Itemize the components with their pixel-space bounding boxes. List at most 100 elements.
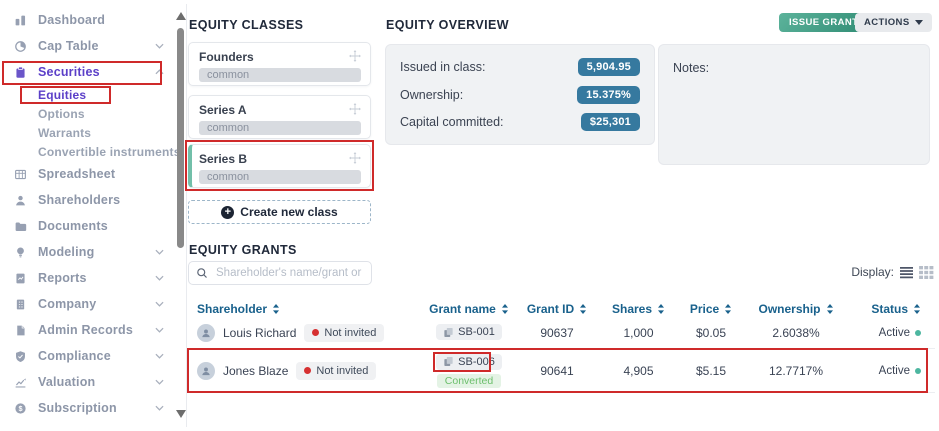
- sort-icon: [658, 303, 665, 314]
- stat-value-badge: 5,904.95: [577, 58, 640, 76]
- ownership: 2.6038%: [772, 325, 820, 340]
- overview-row-ownership: Ownership: 15.375%: [400, 85, 640, 104]
- search-input[interactable]: [214, 266, 364, 280]
- folder-icon: [13, 219, 27, 233]
- sidebar-item-label: Spreadsheet: [38, 167, 116, 181]
- class-name: Series B: [199, 152, 248, 166]
- building-icon: [13, 297, 27, 311]
- sidebar-item-securities[interactable]: Securities: [0, 59, 170, 85]
- sidebar-item-reports[interactable]: Reports: [0, 265, 170, 291]
- vertical-scrollbar[interactable]: [175, 0, 186, 431]
- equity-classes-heading: EQUITY CLASSES: [189, 18, 304, 32]
- scrollbar-thumb[interactable]: [176, 28, 184, 248]
- scroll-up-arrow-icon[interactable]: [176, 12, 186, 20]
- sidebar-item-options[interactable]: Options: [0, 104, 170, 123]
- sidebar-item-shareholders[interactable]: Shareholders: [0, 187, 170, 213]
- scroll-down-arrow-icon[interactable]: [176, 410, 186, 418]
- dashboard-icon: [13, 13, 27, 27]
- sort-icon: [273, 303, 280, 314]
- equity-grants-heading: EQUITY GRANTS: [189, 243, 297, 257]
- sidebar-item-admin-records[interactable]: Admin Records: [0, 317, 170, 343]
- sidebar-item-label: Compliance: [38, 349, 111, 363]
- plus-icon: +: [221, 205, 235, 219]
- column-header-shareholder[interactable]: Shareholder: [187, 302, 425, 316]
- drag-handle-icon[interactable]: [349, 152, 361, 164]
- list-view-icon[interactable]: [899, 266, 914, 279]
- shareholder-name: Louis Richard: [223, 325, 297, 340]
- grants-table-header: Shareholder Grant name Grant ID Shares P…: [187, 300, 935, 317]
- actions-label: ACTIONS: [864, 17, 910, 28]
- trend-icon: [13, 375, 27, 389]
- shares: 4,905: [623, 363, 654, 378]
- stat-value-badge: 15.375%: [577, 85, 640, 104]
- overview-row-issued: Issued in class: 5,904.95: [400, 58, 640, 76]
- person-icon: [13, 193, 27, 207]
- equity-class-card-founders[interactable]: Founders common: [188, 42, 371, 86]
- sidebar-item-label: Dashboard: [38, 13, 106, 27]
- column-header-shares[interactable]: Shares: [601, 302, 676, 316]
- document-icon: [13, 323, 27, 337]
- create-new-class-button[interactable]: + Create new class: [188, 200, 371, 224]
- grant-id: 90637: [540, 325, 574, 340]
- shareholder-name: Jones Blaze: [223, 363, 289, 378]
- equity-class-card-series-b[interactable]: Series B common: [188, 144, 371, 188]
- sidebar-item-label: Equities: [38, 87, 87, 102]
- class-name: Series A: [199, 103, 247, 117]
- issue-grants-button[interactable]: ISSUE GRANTS: [779, 13, 876, 32]
- sidebar-item-subscription[interactable]: $ Subscription: [0, 395, 170, 421]
- column-header-status[interactable]: Status: [846, 302, 935, 316]
- sidebar-item-cap-table[interactable]: Cap Table: [0, 33, 170, 59]
- certificate-icon: [444, 357, 453, 366]
- grant-name-pill[interactable]: SB-006: [436, 353, 502, 370]
- green-dot-icon: [915, 367, 921, 374]
- column-header-grant-id[interactable]: Grant ID: [513, 302, 601, 316]
- shield-icon: [13, 349, 27, 363]
- chevron-down-icon: [155, 275, 164, 281]
- column-header-grant-name[interactable]: Grant name: [425, 302, 513, 316]
- column-header-price[interactable]: Price: [676, 302, 746, 316]
- overview-row-capital: Capital committed: $25,301: [400, 113, 640, 131]
- sidebar-item-label: Admin Records: [38, 323, 133, 337]
- sidebar-item-label: Shareholders: [38, 193, 121, 207]
- sort-icon: [725, 303, 732, 314]
- sidebar-item-dashboard[interactable]: Dashboard: [0, 7, 170, 33]
- bulb-icon: [13, 245, 27, 259]
- sort-icon: [914, 303, 920, 314]
- actions-button[interactable]: ACTIONS: [855, 13, 932, 32]
- sidebar-item-modeling[interactable]: Modeling: [0, 239, 170, 265]
- sidebar-item-convertible-instruments[interactable]: Convertible instruments: [0, 142, 180, 161]
- grant-row-jones-blaze[interactable]: Jones Blaze Not invited SB-006 Converted…: [187, 349, 935, 393]
- chevron-down-icon: [155, 249, 164, 255]
- drag-handle-icon[interactable]: [349, 103, 361, 115]
- notes-label: Notes:: [673, 61, 710, 75]
- sort-icon: [826, 303, 833, 314]
- drag-handle-icon[interactable]: [349, 50, 361, 62]
- class-tag: common: [199, 170, 361, 184]
- sidebar-item-spreadsheet[interactable]: Spreadsheet: [0, 161, 170, 187]
- grants-search[interactable]: [188, 261, 372, 285]
- sidebar-item-documents[interactable]: Documents: [0, 213, 170, 239]
- sidebar-item-company[interactable]: Company: [0, 291, 170, 317]
- grid-view-icon[interactable]: [919, 265, 934, 279]
- sort-icon: [580, 303, 587, 314]
- display-label: Display:: [851, 265, 894, 279]
- sidebar-item-warrants[interactable]: Warrants: [0, 123, 170, 142]
- certificate-icon: [444, 327, 453, 337]
- class-name: Founders: [199, 50, 254, 64]
- equity-class-card-series-a[interactable]: Series A common: [188, 95, 371, 139]
- chevron-down-icon: [914, 20, 923, 25]
- status-label: Active: [878, 364, 910, 377]
- price: $0.05: [695, 325, 727, 340]
- stat-value-badge: $25,301: [580, 113, 640, 131]
- column-header-ownership[interactable]: Ownership: [746, 302, 846, 316]
- grant-id: 90641: [540, 363, 574, 378]
- svg-text:$: $: [18, 404, 22, 413]
- grant-name-pill[interactable]: SB-001: [436, 324, 502, 341]
- sidebar-item-equities[interactable]: Equities: [0, 85, 170, 104]
- sidebar-item-valuation[interactable]: Valuation: [0, 369, 170, 395]
- sidebar-item-compliance[interactable]: Compliance: [0, 343, 170, 369]
- chevron-up-icon: [155, 69, 164, 75]
- sidebar-item-label: Convertible instruments: [38, 144, 181, 159]
- sidebar-item-label: Cap Table: [38, 39, 99, 53]
- grant-row-louis-richard[interactable]: Louis Richard Not invited SB-001 90637 1…: [187, 317, 935, 349]
